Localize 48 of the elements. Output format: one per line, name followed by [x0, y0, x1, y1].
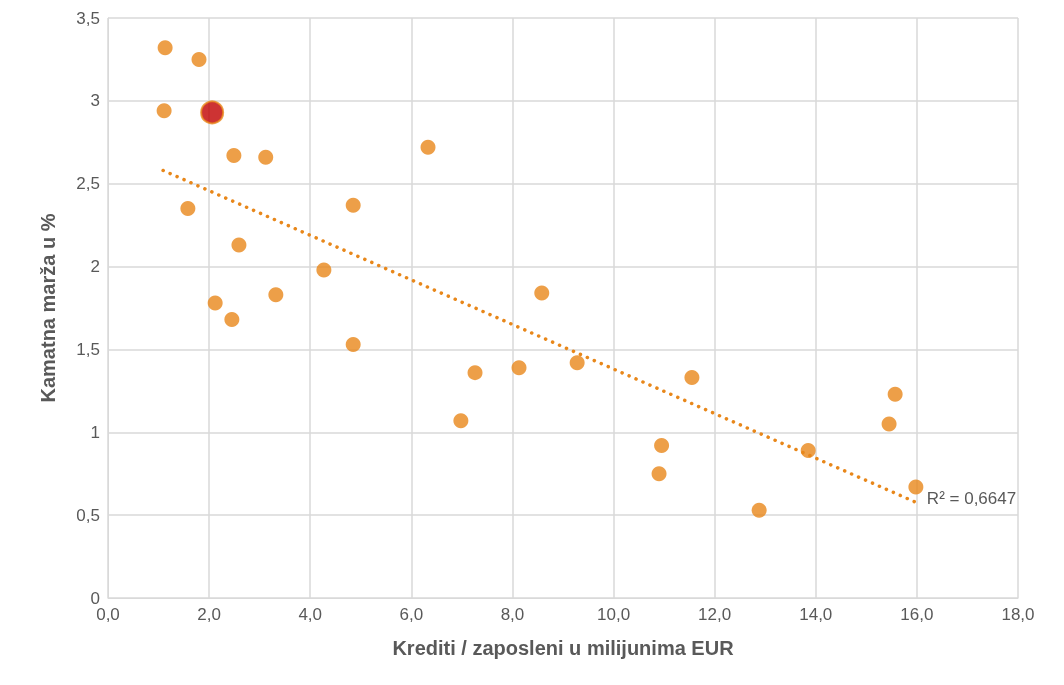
point [226, 148, 242, 164]
point [180, 201, 196, 217]
y-tick-label: 0,5 [76, 505, 100, 525]
point [191, 51, 207, 67]
x-tick-label: 0,0 [96, 605, 120, 624]
x-tick-label: 4,0 [298, 605, 323, 624]
y-tick-label: 2,5 [76, 174, 100, 194]
point [157, 40, 173, 56]
y-tick-label: 2 [90, 257, 100, 277]
point [467, 365, 483, 381]
point [231, 237, 247, 253]
point [453, 413, 469, 429]
y-axis-title: Kamatna marža u % [37, 213, 59, 403]
x-tick-label: 18,0 [1001, 605, 1035, 624]
x-tick-label: 12,0 [698, 605, 732, 624]
point [258, 149, 274, 165]
x-axis-title: Krediti / zaposleni u milijunima EUR [392, 637, 735, 659]
x-tick-label: 2,0 [197, 605, 221, 624]
point [534, 285, 550, 301]
point [751, 502, 767, 518]
y-tick-label: 3 [90, 91, 100, 111]
y-tick-label: 0 [90, 588, 100, 608]
x-tick-label: 10,0 [597, 605, 631, 624]
y-tick-label: 1,5 [76, 339, 100, 359]
point [224, 312, 240, 328]
point [316, 262, 332, 278]
point [908, 479, 924, 495]
point [511, 360, 527, 376]
x-tick-label: 6,0 [399, 605, 424, 624]
point [345, 336, 361, 352]
point [887, 386, 903, 402]
x-tick-label: 8,0 [500, 605, 525, 624]
point [268, 287, 284, 303]
point [200, 100, 225, 125]
point [420, 139, 436, 155]
point [654, 438, 670, 454]
point [651, 466, 667, 482]
annotation: R² = 0,6647 [926, 488, 1017, 508]
point [156, 103, 172, 119]
point [207, 295, 223, 311]
y-tick-label: 1 [90, 422, 100, 442]
point [881, 416, 897, 432]
y-tick-label: 3,5 [76, 8, 100, 28]
x-tick-label: 16,0 [900, 605, 934, 624]
point [684, 370, 700, 386]
point [345, 197, 361, 213]
x-tick-label: 14,0 [799, 605, 833, 624]
point [569, 355, 585, 371]
